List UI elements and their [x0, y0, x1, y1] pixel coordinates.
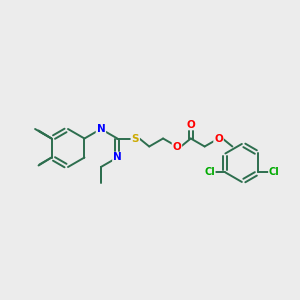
- Text: Cl: Cl: [269, 167, 280, 178]
- Text: O: O: [214, 134, 223, 143]
- Text: N: N: [97, 124, 105, 134]
- Text: N: N: [113, 152, 122, 163]
- Text: S: S: [132, 134, 139, 143]
- Text: O: O: [172, 142, 181, 152]
- Text: O: O: [186, 119, 195, 130]
- Text: Cl: Cl: [204, 167, 215, 178]
